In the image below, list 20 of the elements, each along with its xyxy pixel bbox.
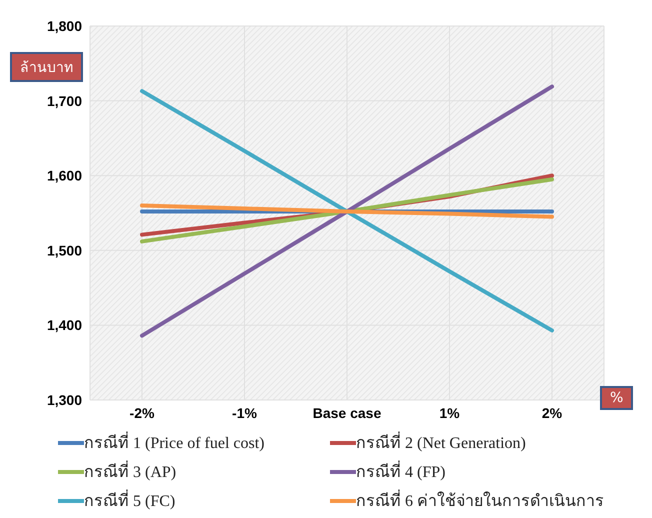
- ylabel-box: ล้านบาท: [10, 52, 83, 82]
- x-tick-label: -1%: [232, 404, 258, 421]
- x-tick-label: 1%: [439, 404, 460, 421]
- y-tick-label: 1,800: [46, 18, 82, 34]
- y-tick-label: 1,700: [46, 92, 82, 109]
- legend-label: กรณีที่ 3 (AP): [84, 460, 176, 483]
- y-tick-label: 1,300: [46, 392, 82, 408]
- legend-label: กรณีที่ 4 (FP): [356, 460, 446, 483]
- x-tick-label: -2%: [130, 404, 155, 421]
- y-tick-label: 1,400: [46, 317, 82, 334]
- legend-label: กรณีที่ 2 (Net Generation): [356, 430, 526, 454]
- y-tick-label: 1,600: [46, 168, 82, 184]
- legend-label: กรณีที่ 5 (FC): [84, 488, 176, 512]
- line-series: [140, 204, 554, 219]
- y-tick-label: 1,500: [46, 242, 82, 258]
- xlabel-box: %: [600, 386, 634, 410]
- legend-label: กรณีที่ 1 (Price of fuel cost): [84, 430, 265, 454]
- x-tick-label: 2%: [542, 404, 563, 421]
- x-tick-label: Base case: [312, 404, 382, 421]
- legend-label: กรณีที่ 6 ค่าใช้จ่ายในการดำเนินการ: [356, 488, 604, 512]
